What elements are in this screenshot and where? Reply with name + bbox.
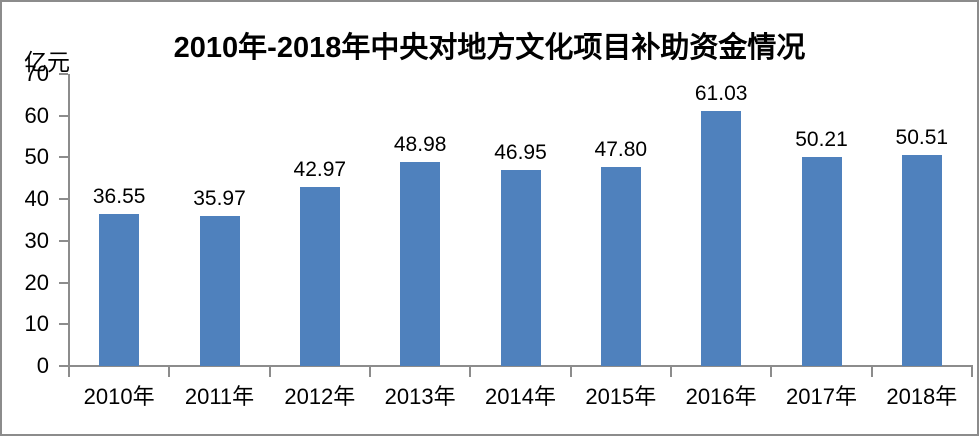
bar-value-label: 50.51: [895, 126, 949, 150]
x-axis-tick: [770, 365, 773, 377]
x-axis-label: 2015年: [585, 384, 657, 409]
bar-value-label: 50.21: [795, 127, 848, 151]
bar-value-label: 42.97: [293, 157, 347, 181]
x-axis-tick: [670, 365, 672, 377]
x-axis-label: 2013年: [384, 384, 456, 409]
y-axis-tick-label: 30: [24, 227, 49, 253]
x-axis-label: 2018年: [886, 384, 958, 409]
bar-2011年: [199, 215, 240, 366]
bar-value-label: 46.95: [494, 141, 547, 165]
x-axis-line: [68, 365, 973, 367]
x-axis-tick: [971, 365, 973, 377]
bar-2013年: [400, 161, 441, 366]
bar-value-label: 47.80: [594, 137, 648, 161]
y-axis-tick: [59, 156, 68, 159]
y-axis-tick-label: 70: [24, 61, 49, 86]
x-axis-label: 2014年: [485, 384, 556, 409]
x-axis-label: 2016年: [685, 384, 757, 409]
y-axis-tick: [59, 281, 68, 284]
bar-2010年: [99, 213, 140, 366]
y-axis-unit-label: 亿元: [24, 49, 70, 75]
y-axis-tick-label: 50: [24, 144, 49, 170]
y-axis-tick-label: 40: [24, 186, 49, 212]
x-axis-tick: [870, 365, 873, 377]
x-axis-tick: [268, 365, 271, 377]
bar-value-label: 48.98: [393, 132, 447, 156]
x-axis-tick: [369, 365, 371, 377]
y-axis-tick: [59, 114, 68, 117]
bar-value-label: 35.97: [193, 186, 246, 210]
bar-2018年: [901, 155, 942, 366]
y-axis-tick-label: 20: [24, 269, 49, 295]
y-axis-tick-label: 60: [24, 102, 49, 128]
x-axis-tick: [469, 365, 472, 377]
chart-title: 2010年-2018年中央对地方文化项目补助资金情况: [173, 32, 806, 64]
y-axis-tick: [59, 365, 68, 367]
bar-2015年: [600, 166, 641, 366]
y-axis-tick: [59, 73, 68, 75]
x-axis-label: 2012年: [284, 384, 356, 409]
y-axis-tick-label: 10: [24, 311, 49, 337]
bar-2016年: [701, 111, 742, 366]
y-axis-tick: [59, 239, 68, 242]
bar-value-label: 61.03: [694, 82, 748, 106]
y-axis-tick-label: 0: [36, 353, 49, 378]
bar-2014年: [500, 170, 541, 366]
x-axis-label: 2010年: [83, 384, 155, 409]
x-axis-label: 2011年: [184, 384, 255, 409]
bar-value-label: 36.55: [92, 184, 146, 208]
x-axis-label: 2017年: [786, 384, 857, 409]
x-axis-tick: [68, 365, 70, 377]
x-axis-tick: [569, 365, 572, 377]
y-axis-tick: [59, 198, 68, 201]
y-axis-line: [68, 74, 70, 368]
bar-2012年: [299, 186, 340, 366]
y-axis-tick: [59, 323, 68, 326]
bar-2017年: [801, 156, 842, 366]
x-axis-tick: [168, 365, 171, 377]
